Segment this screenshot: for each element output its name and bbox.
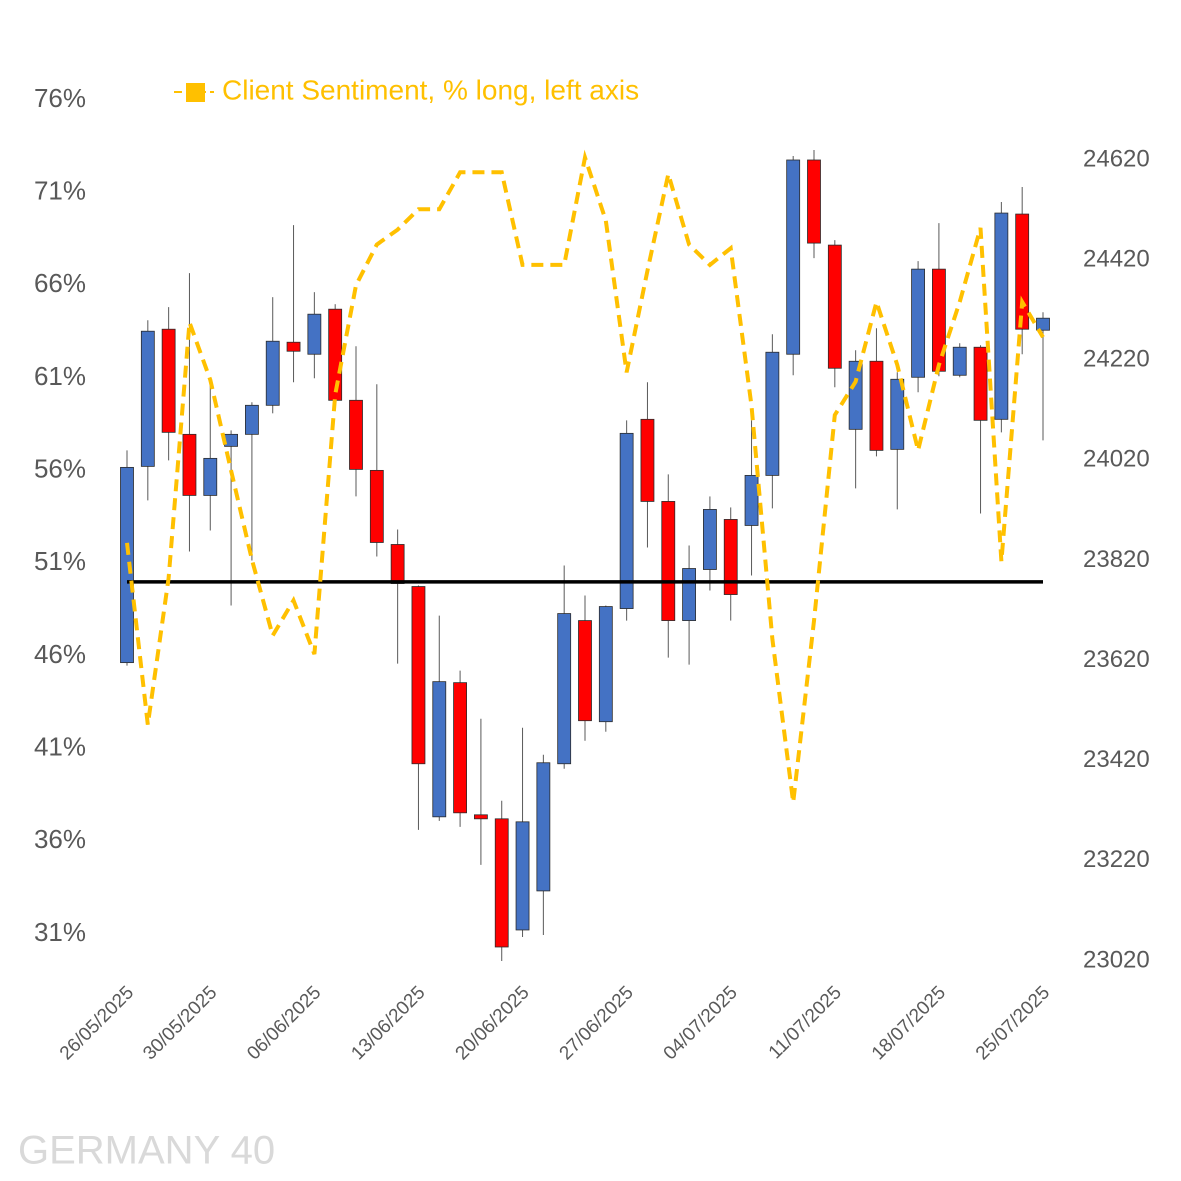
candle-body	[1036, 317, 1050, 331]
candle-body	[349, 399, 363, 470]
candle-body	[598, 606, 613, 723]
chart-title: GERMANY 40	[18, 1129, 275, 1173]
y-tick-label: 46%	[34, 639, 86, 669]
candle-body	[557, 613, 572, 765]
candle-body	[515, 821, 530, 931]
candle-body	[682, 568, 696, 621]
candle-body	[224, 433, 238, 447]
candle-body	[786, 159, 801, 355]
candle-body	[265, 340, 280, 406]
candle-body	[869, 360, 884, 451]
candle-body	[140, 330, 155, 467]
y2-tick-label: 23620	[1083, 646, 1150, 673]
legend-swatch	[186, 83, 205, 102]
candle-body	[723, 519, 738, 595]
candle-body	[161, 328, 176, 433]
candle-body	[453, 682, 467, 814]
y-tick-label: 71%	[34, 176, 86, 206]
candle-body	[411, 586, 426, 765]
y-tick-label: 56%	[34, 454, 86, 484]
candle-body	[182, 433, 197, 496]
candle-body	[911, 268, 925, 378]
candle-body	[1015, 213, 1030, 330]
candle-body	[578, 620, 592, 722]
sentiment-line	[125, 149, 1045, 803]
y-tick-label: 51%	[34, 546, 86, 576]
y-tick-label: 36%	[34, 824, 86, 854]
y-tick-label: 76%	[34, 83, 86, 113]
candle-body	[474, 814, 488, 820]
candle-body	[744, 474, 759, 526]
candle-body	[494, 818, 509, 948]
candle-body	[890, 378, 905, 450]
candle-body	[619, 432, 634, 609]
candle-body	[203, 457, 218, 496]
y2-tick-label: 23420	[1083, 746, 1150, 773]
y2-tick-label: 24020	[1083, 446, 1150, 473]
y2-tick-label: 24420	[1083, 245, 1150, 272]
candle-body	[973, 346, 988, 421]
y2-tick-label: 24620	[1083, 145, 1150, 172]
candle-body	[432, 681, 447, 818]
y2-tick-label: 23820	[1083, 546, 1150, 573]
candle-body	[703, 509, 717, 570]
y-tick-label: 31%	[34, 917, 86, 947]
y2-tick-label: 23220	[1083, 846, 1150, 873]
candle-body	[369, 469, 384, 543]
legend-label: Client Sentiment, % long, left axis	[222, 74, 639, 105]
y-tick-label: 66%	[34, 268, 86, 298]
candle-body	[807, 159, 821, 244]
candle-body	[827, 244, 842, 369]
candle-body	[848, 360, 863, 430]
candle-body	[640, 418, 655, 502]
candle-body	[390, 544, 405, 584]
candle-body	[286, 341, 301, 352]
candle-body	[307, 313, 322, 355]
candle-body	[952, 346, 967, 376]
candle-body	[536, 762, 551, 892]
y2-tick-label: 23020	[1083, 946, 1150, 973]
y-tick-label: 41%	[34, 732, 86, 762]
y2-tick-label: 24220	[1083, 346, 1150, 373]
candle-body	[661, 501, 676, 621]
candle-body	[765, 351, 780, 476]
candle-body	[994, 212, 1009, 420]
candle-body	[245, 404, 259, 435]
candle-body	[120, 466, 134, 664]
y-tick-label: 61%	[34, 361, 86, 391]
